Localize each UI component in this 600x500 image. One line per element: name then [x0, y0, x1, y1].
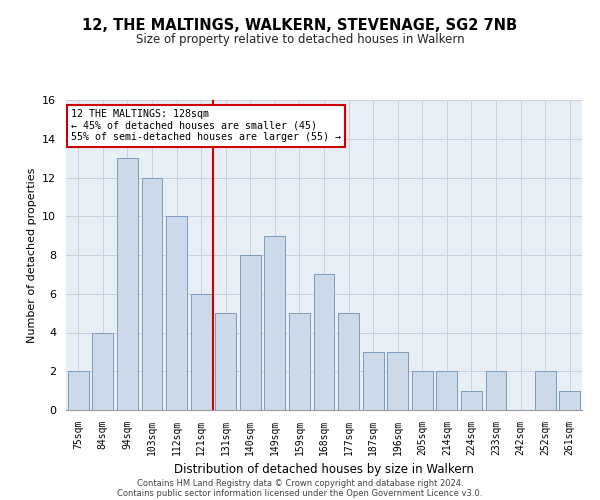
Text: 12 THE MALTINGS: 128sqm
← 45% of detached houses are smaller (45)
55% of semi-de: 12 THE MALTINGS: 128sqm ← 45% of detache… — [71, 110, 341, 142]
Bar — [338, 313, 359, 410]
Bar — [142, 178, 163, 410]
Bar — [240, 255, 261, 410]
Bar — [461, 390, 482, 410]
Bar — [166, 216, 187, 410]
Bar — [436, 371, 457, 410]
Bar — [215, 313, 236, 410]
Bar — [92, 332, 113, 410]
Bar — [485, 371, 506, 410]
Text: Contains public sector information licensed under the Open Government Licence v3: Contains public sector information licen… — [118, 488, 482, 498]
Bar — [362, 352, 383, 410]
Bar — [314, 274, 334, 410]
Bar — [387, 352, 408, 410]
Bar — [535, 371, 556, 410]
Text: 12, THE MALTINGS, WALKERN, STEVENAGE, SG2 7NB: 12, THE MALTINGS, WALKERN, STEVENAGE, SG… — [82, 18, 518, 32]
Bar — [265, 236, 286, 410]
Text: Size of property relative to detached houses in Walkern: Size of property relative to detached ho… — [136, 32, 464, 46]
Bar — [289, 313, 310, 410]
Bar — [191, 294, 212, 410]
X-axis label: Distribution of detached houses by size in Walkern: Distribution of detached houses by size … — [174, 464, 474, 476]
Y-axis label: Number of detached properties: Number of detached properties — [26, 168, 37, 342]
Bar — [68, 371, 89, 410]
Bar — [117, 158, 138, 410]
Text: Contains HM Land Registry data © Crown copyright and database right 2024.: Contains HM Land Registry data © Crown c… — [137, 478, 463, 488]
Bar — [412, 371, 433, 410]
Bar — [559, 390, 580, 410]
